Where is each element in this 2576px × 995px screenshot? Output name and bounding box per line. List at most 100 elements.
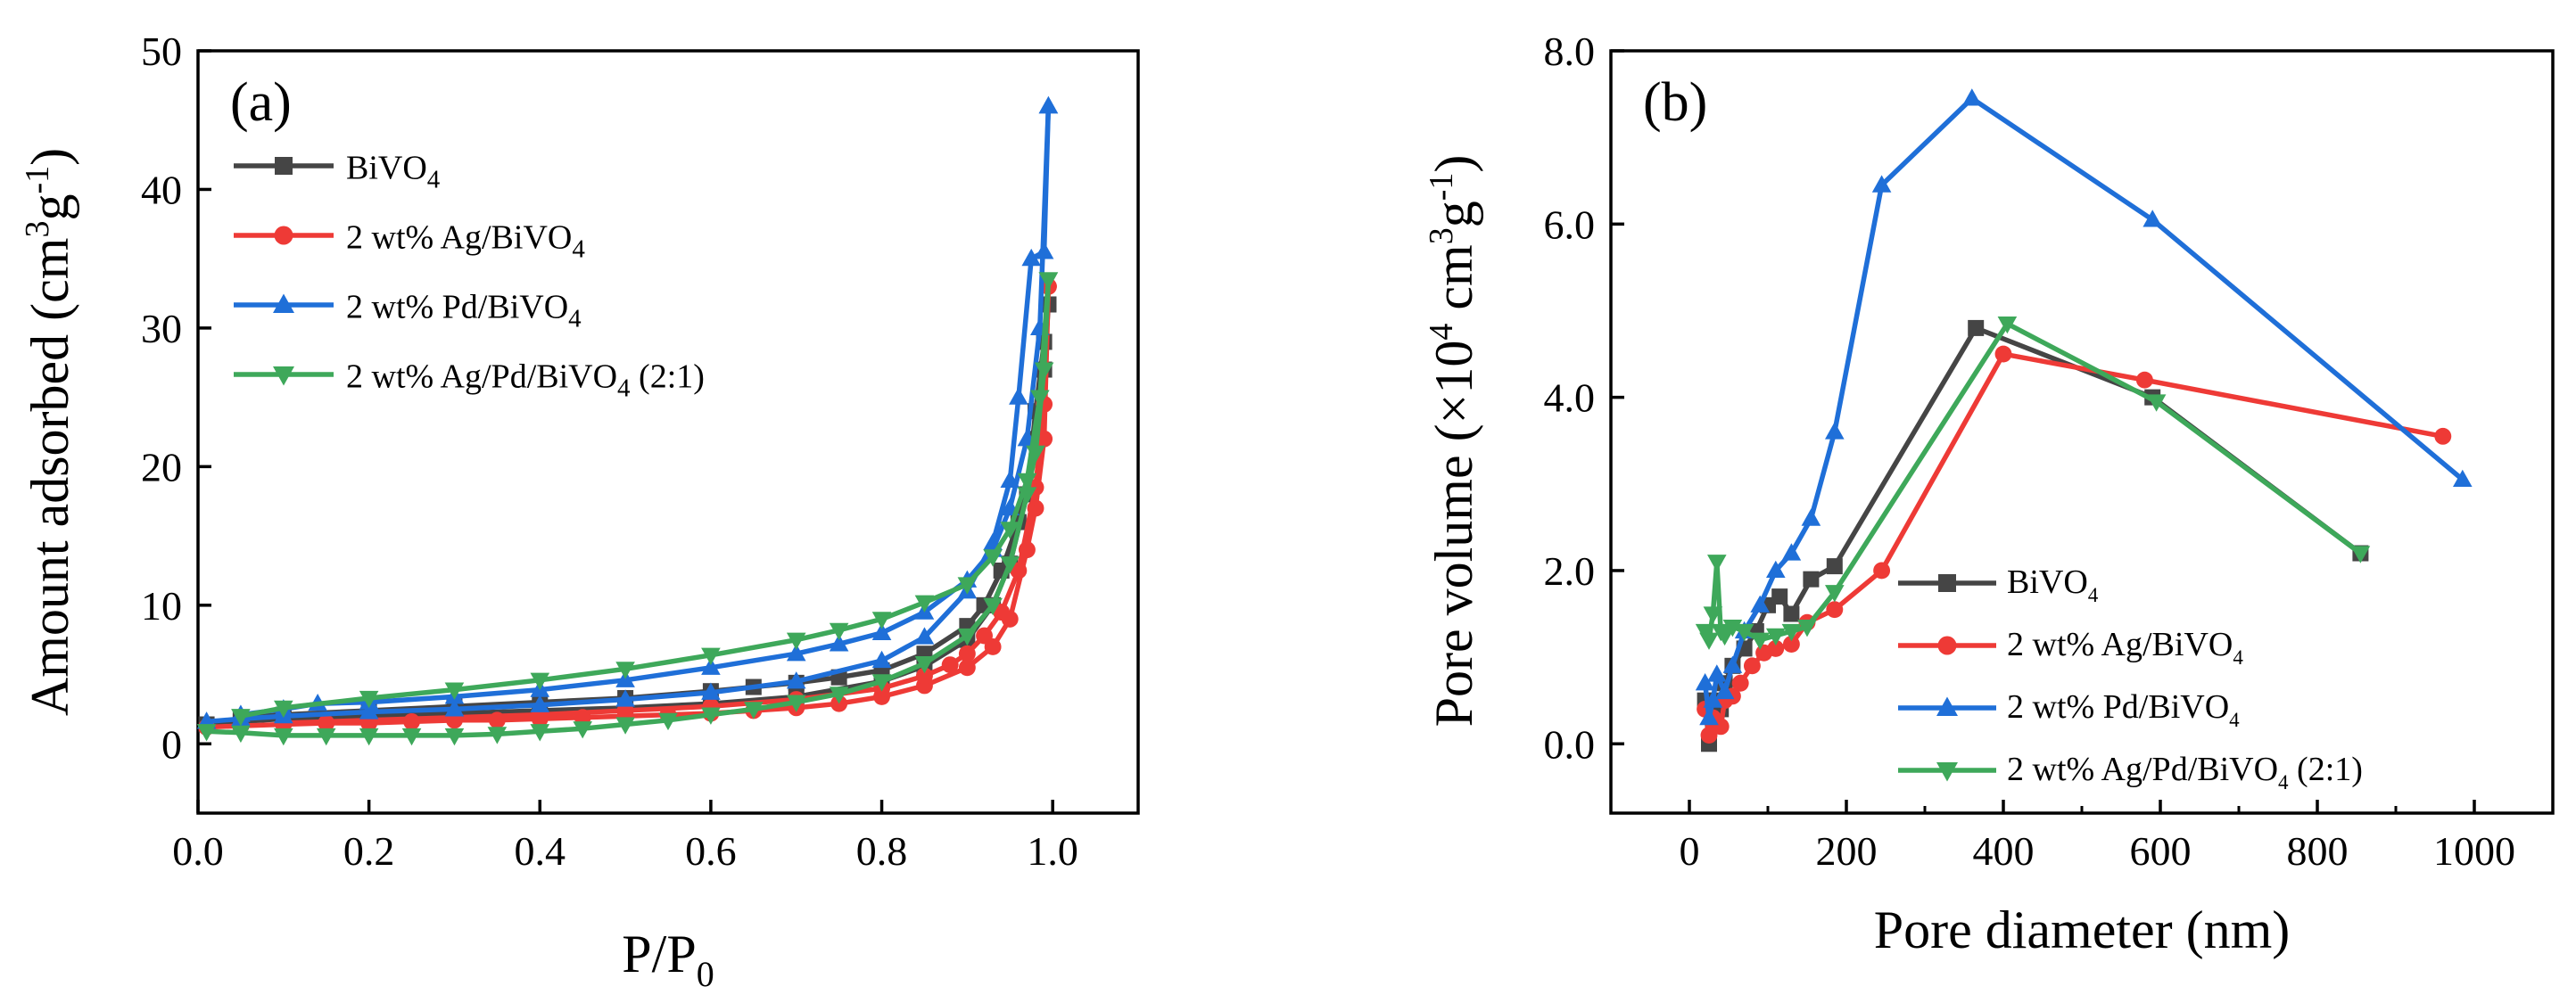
x-tick-label: 1.0 (1027, 828, 1078, 874)
data-point-AgPd (1734, 623, 1754, 642)
legend-label-Ag: 2 wt% Ag/BiVO4 (2007, 626, 2243, 669)
legend-marker-Pd (273, 293, 294, 313)
data-point-Ag (403, 712, 420, 730)
data-point-AgPd (615, 662, 635, 679)
data-point-AgPd (530, 724, 550, 742)
data-point-Pd (1962, 88, 1982, 106)
legend-marker-AgPd (1936, 762, 1958, 782)
series-line-Pd (1702, 95, 2465, 720)
data-point-Pd (615, 689, 635, 707)
data-point-AgPd (2146, 394, 2167, 412)
data-point-AgPd (274, 700, 293, 719)
data-point-AgPd (1703, 606, 1723, 624)
data-point-AgPd (2350, 546, 2371, 563)
data-point-AgPd (1038, 272, 1059, 290)
x-tick-label: 0.0 (172, 828, 224, 874)
data-point-Pd (1722, 655, 1743, 673)
panel-label: (a) (230, 72, 292, 133)
data-point-Pd (530, 695, 550, 712)
data-point-AgPd (274, 728, 293, 746)
adsorption-line-Pd (206, 106, 1052, 725)
y-tick-label: 0.0 (1544, 721, 1596, 767)
legend-label-AgPd: 2 wt% Ag/Pd/BiVO4 (2:1) (2007, 751, 2363, 794)
data-point-Pd (1825, 422, 1845, 440)
data-point-AgPd (231, 709, 251, 727)
data-point-AgPd (359, 690, 379, 709)
data-point-AgPd (983, 597, 1003, 616)
data-point-AgPd (196, 724, 217, 742)
data-point-AgPd (786, 632, 806, 650)
data-point-AgPd (530, 672, 550, 691)
series-Pd (1695, 88, 2473, 726)
desorption-line-Pd (240, 106, 1052, 718)
plot-frame (196, 49, 1140, 815)
data-point-BiVO4 (1783, 605, 1800, 622)
x-tick-label: 1000 (2433, 828, 2515, 874)
data-point-Ag (2135, 371, 2153, 389)
series-AgPd (1695, 316, 2371, 650)
data-point-Ag (2434, 427, 2452, 445)
data-point-Ag (1826, 601, 1844, 619)
data-point-AgPd (615, 717, 635, 735)
data-point-Pd (701, 657, 721, 675)
data-point-AgPd (573, 721, 592, 739)
data-point-AgPd (316, 728, 336, 746)
data-point-AgPd (1030, 390, 1050, 407)
data-point-AgPd (359, 728, 379, 746)
data-point-AgPd (914, 595, 935, 613)
series-line-Ag (1702, 351, 2444, 738)
x-tick-label: 0.2 (343, 828, 395, 874)
data-point-AgPd (786, 695, 806, 712)
data-point-Pd (1699, 707, 1719, 726)
y-tick-label: 6.0 (1544, 201, 1596, 247)
y-axis-title: Amount adsorbed (cm3g-1) (19, 148, 79, 716)
data-point-Pd (1781, 543, 1802, 561)
data-point-Ag (1994, 345, 2012, 363)
data-point-AgPd (1017, 473, 1037, 491)
data-point-Ag (941, 656, 959, 674)
data-point-Pd (1750, 595, 1770, 613)
y-tick-label: 50 (141, 29, 182, 74)
data-point-Pd (1038, 95, 1059, 114)
data-point-Pd (829, 634, 849, 652)
legend: BiVO4 2 wt% Ag/BiVO4 2 wt% Pd/BiVO4 2 wt% A… (234, 149, 705, 402)
data-point-AgPd (829, 687, 849, 704)
legend-marker-BiVO4 (275, 157, 293, 175)
legend-marker-BiVO4 (1938, 574, 1956, 592)
data-point-AgPd (1797, 620, 1817, 637)
y-tick-label: 8.0 (1544, 29, 1596, 74)
y-tick-label: 40 (141, 167, 182, 212)
data-point-Pd (359, 702, 379, 720)
data-point-AgPd (658, 712, 678, 731)
panel-label: (b) (1643, 72, 1707, 133)
legend-label-Pd: 2 wt% Pd/BiVO4 (2007, 688, 2240, 731)
data-point-Ag (1700, 727, 1718, 744)
x-tick-label: 800 (2287, 828, 2349, 874)
series-Pd (196, 95, 1059, 729)
data-point-AgPd (914, 656, 935, 674)
data-point-AgPd (871, 674, 892, 692)
data-point-AgPd (1722, 620, 1743, 637)
data-point-AgPd (1766, 628, 1786, 646)
panel-a-adsorption-isotherms: 0.0 0.2 0.4 0.6 0.8 1.0 0 10 20 30 40 50 (a) P/P0 Amou… (19, 29, 1140, 994)
data-point-Pd (701, 682, 721, 700)
data-point-Ag (958, 645, 976, 662)
data-point-Ag (1731, 674, 1749, 692)
data-point-AgPd (1707, 555, 1727, 572)
y-tick-label: 4.0 (1544, 375, 1596, 421)
data-point-AgPd (1695, 623, 1715, 642)
data-point-AgPd (1825, 585, 1845, 603)
legend-label-BiVO4: BiVO4 (346, 149, 441, 193)
data-point-AgPd (444, 682, 465, 700)
data-point-Pd (1707, 664, 1727, 682)
data-point-AgPd (1997, 316, 2018, 334)
x-axis-title: Pore diameter (nm) (1874, 900, 2291, 959)
data-point-Ag (1767, 639, 1785, 657)
data-point-BiVO4 (1968, 319, 1985, 336)
series-AgPd (196, 272, 1059, 746)
data-point-AgPd (1781, 623, 1802, 642)
data-point-Pd (2143, 210, 2162, 227)
data-point-BiVO4 (1771, 588, 1788, 605)
data-point-Pd (1801, 508, 1821, 526)
